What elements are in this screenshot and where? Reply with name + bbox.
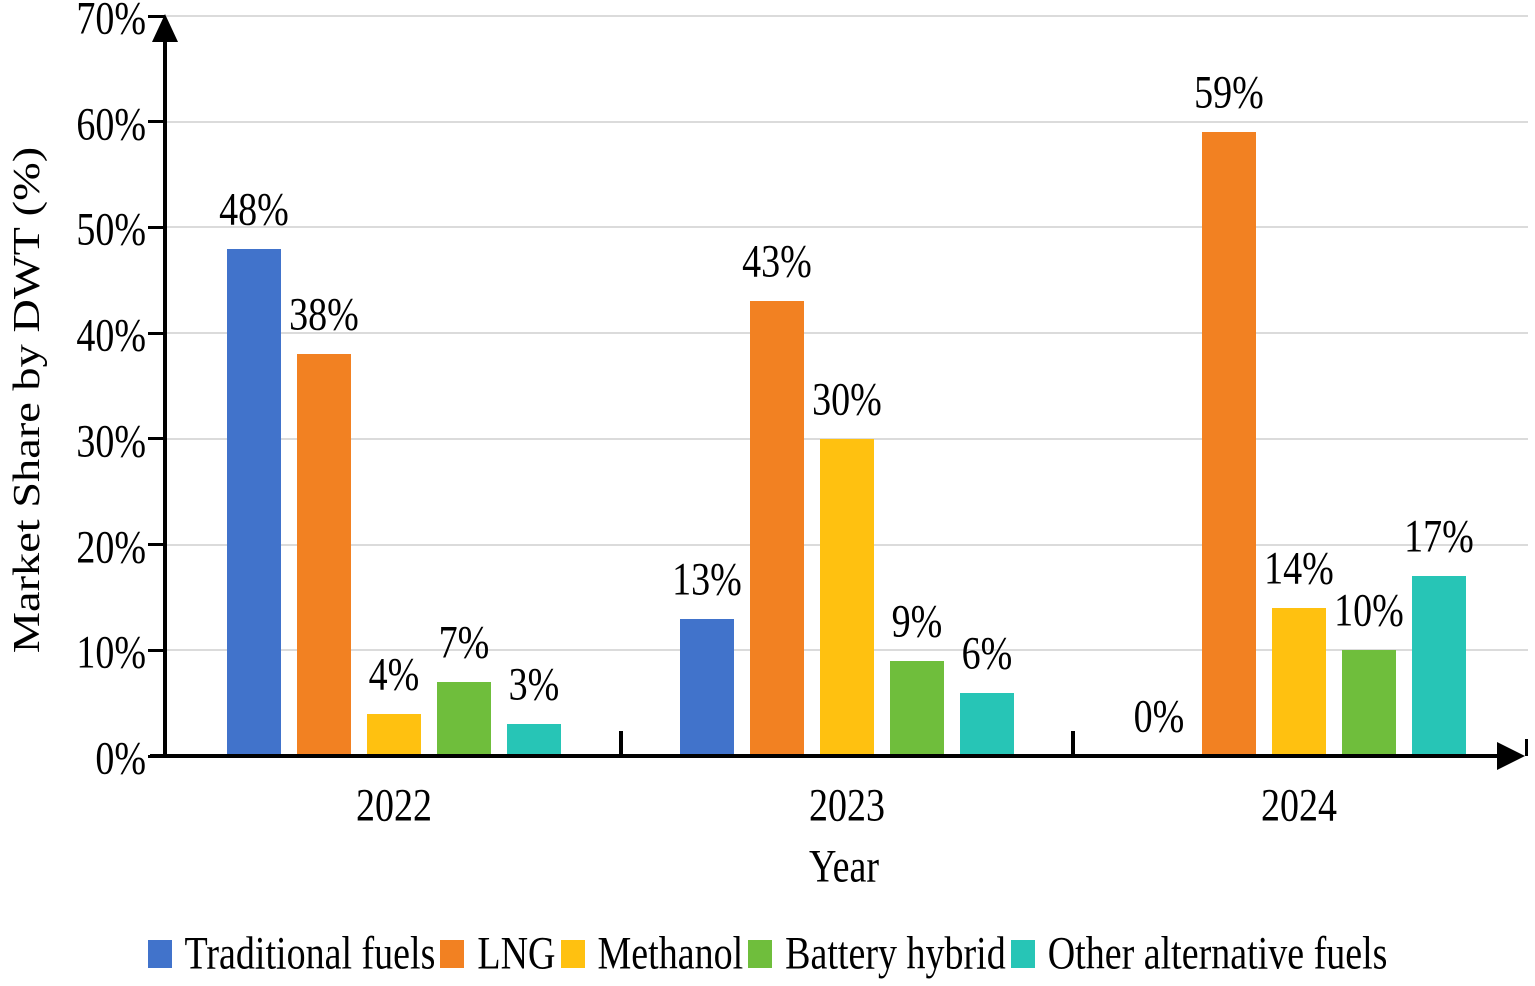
bar-value-label: 3%: [508, 659, 560, 711]
legend-label: Other alternative fuels: [1047, 928, 1388, 980]
bar-value-label: 59%: [1194, 67, 1264, 119]
bar-value-label: 13%: [672, 553, 742, 606]
bar-value-label: 30%: [812, 374, 882, 426]
legend-marker: [560, 940, 585, 968]
axis-end-tick: [1525, 739, 1528, 756]
y-tick: [148, 14, 165, 18]
legend-label: LNG: [477, 928, 556, 980]
y-tick-label: 70%: [76, 0, 146, 45]
legend-item: Battery hybrid: [743, 931, 1006, 977]
bar: [1272, 608, 1326, 756]
y-tick: [148, 437, 165, 441]
legend-label: Traditional fuels: [184, 928, 436, 980]
bar: [297, 354, 351, 756]
x-axis-arrow: [1497, 742, 1525, 770]
group-tick: [1071, 731, 1075, 756]
y-tick: [148, 225, 165, 229]
bar: [890, 660, 944, 756]
y-tick: [148, 331, 165, 335]
bar-value-label: 17%: [1404, 511, 1474, 563]
y-tick: [148, 543, 165, 547]
bar-value-label: 38%: [289, 289, 359, 341]
legend-marker: [748, 940, 773, 968]
legend-item: Traditional fuels: [147, 931, 435, 977]
gridline: [166, 226, 1528, 229]
group-tick: [618, 731, 623, 756]
x-axis-line: [150, 754, 1502, 758]
category-label: 2023: [809, 780, 885, 832]
bar: [507, 724, 561, 756]
bar: [1202, 132, 1256, 756]
bar-value-label: 48%: [219, 183, 289, 236]
y-tick-label: 0%: [95, 733, 146, 785]
y-tick-label: 10%: [76, 627, 146, 679]
y-axis-arrow: [152, 14, 178, 42]
category-label: 2024: [1261, 780, 1337, 832]
legend-item: LNG: [435, 931, 556, 977]
y-tick: [148, 754, 165, 758]
legend-label: Methanol: [597, 928, 744, 980]
y-tick: [148, 120, 165, 124]
legend-marker: [147, 940, 172, 968]
y-axis-line: [163, 20, 167, 758]
y-tick-label: 20%: [76, 521, 146, 574]
bar: [1412, 576, 1466, 756]
y-tick-label: 30%: [76, 416, 146, 468]
bar: [1342, 650, 1396, 756]
bar-value-label: 43%: [742, 236, 812, 289]
gridline: [166, 120, 1528, 123]
gridline: [166, 15, 1528, 17]
bar: [680, 618, 734, 756]
legend-marker: [440, 940, 465, 968]
legend-marker: [1010, 940, 1035, 968]
gridline: [166, 332, 1528, 335]
bar-value-label: 14%: [1264, 543, 1334, 595]
bar-value-label: 10%: [1334, 585, 1404, 637]
y-tick-label: 40%: [76, 310, 146, 362]
y-tick: [148, 648, 165, 652]
bar-value-label: 4%: [368, 649, 420, 701]
bar-value-label: 7%: [438, 617, 490, 669]
legend-item: Methanol: [556, 931, 743, 977]
bar: [437, 682, 491, 756]
bar-value-label: 6%: [961, 627, 1013, 680]
bar: [960, 692, 1014, 756]
legend-label: Battery hybrid: [785, 928, 1006, 980]
bar-value-label: 9%: [891, 596, 943, 648]
y-tick-label: 60%: [76, 99, 146, 151]
bar-value-label: 0%: [1133, 691, 1185, 743]
bar: [750, 301, 804, 756]
category-label: 2022: [356, 780, 432, 832]
bar: [227, 248, 281, 756]
legend: Traditional fuels LNG Methanol Battery hybr…: [0, 929, 1535, 979]
legend-item: Other alternative fuels: [1006, 931, 1387, 977]
y-tick-label: 50%: [76, 204, 146, 257]
x-axis-title: Year: [808, 841, 880, 893]
bar: [820, 438, 874, 756]
bar: [367, 713, 421, 756]
